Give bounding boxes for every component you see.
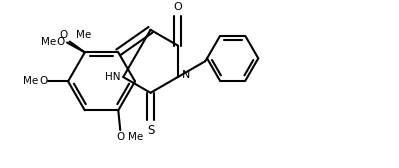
Text: O: O bbox=[174, 2, 182, 12]
Text: O: O bbox=[57, 37, 65, 47]
Text: O: O bbox=[59, 30, 68, 40]
Text: O: O bbox=[116, 132, 124, 142]
Text: S: S bbox=[147, 124, 154, 137]
Text: HN: HN bbox=[105, 72, 120, 82]
Text: Me: Me bbox=[41, 37, 56, 47]
Text: Me: Me bbox=[75, 30, 91, 40]
Text: O: O bbox=[39, 76, 47, 86]
Text: Me: Me bbox=[23, 76, 39, 86]
Text: N: N bbox=[182, 70, 190, 80]
Text: Me: Me bbox=[128, 132, 143, 142]
